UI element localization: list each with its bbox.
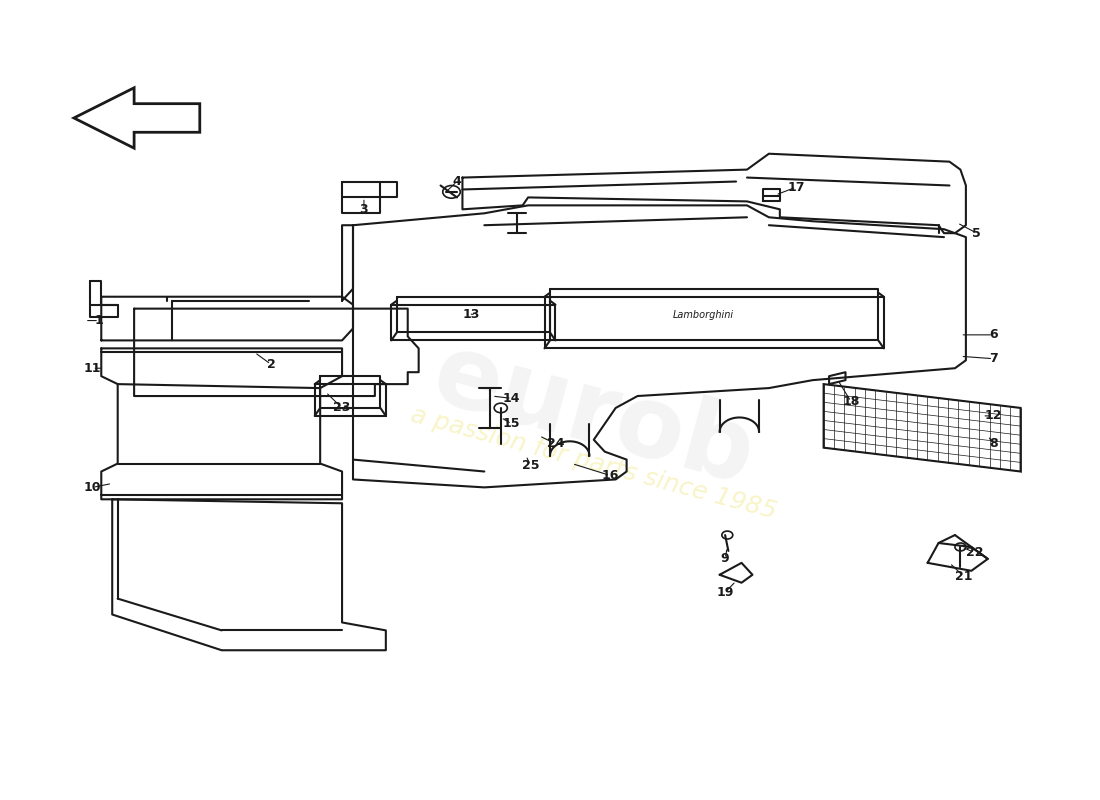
- Text: 1: 1: [95, 314, 103, 327]
- Text: 5: 5: [972, 226, 981, 240]
- Text: 22: 22: [966, 546, 983, 559]
- Text: Lamborghini: Lamborghini: [673, 310, 734, 320]
- Text: eurob: eurob: [422, 326, 764, 506]
- Text: 9: 9: [720, 552, 729, 566]
- Text: 6: 6: [989, 328, 998, 342]
- Text: 19: 19: [716, 586, 734, 598]
- Text: 12: 12: [984, 410, 1002, 422]
- Text: 23: 23: [333, 402, 351, 414]
- Text: 8: 8: [989, 437, 998, 450]
- Text: 3: 3: [360, 203, 368, 216]
- Text: a passion for parts since 1985: a passion for parts since 1985: [408, 403, 779, 524]
- Text: 2: 2: [266, 358, 275, 370]
- Text: 13: 13: [462, 308, 480, 321]
- Text: 25: 25: [521, 458, 539, 472]
- Text: 21: 21: [955, 570, 972, 583]
- Text: 17: 17: [788, 181, 805, 194]
- Text: 15: 15: [503, 418, 520, 430]
- Text: 16: 16: [602, 469, 619, 482]
- Text: 7: 7: [989, 352, 998, 365]
- Text: 14: 14: [503, 392, 520, 405]
- Text: 18: 18: [843, 395, 860, 408]
- Text: 24: 24: [547, 437, 564, 450]
- Text: 4: 4: [452, 175, 461, 188]
- Text: 10: 10: [84, 481, 101, 494]
- Text: 11: 11: [84, 362, 101, 374]
